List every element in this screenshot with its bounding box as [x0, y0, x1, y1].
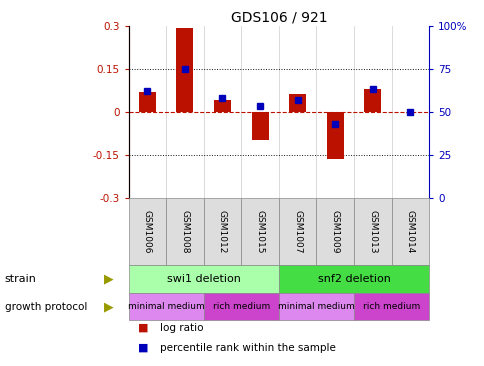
Text: GSM1008: GSM1008	[180, 210, 189, 253]
Text: swi1 deletion: swi1 deletion	[166, 274, 240, 284]
Text: minimal medium: minimal medium	[277, 302, 354, 311]
Text: GSM1012: GSM1012	[217, 210, 227, 253]
Bar	[128, 293, 203, 320]
Text: GSM1014: GSM1014	[405, 210, 414, 253]
Bar	[278, 198, 316, 265]
Bar	[391, 198, 428, 265]
Text: GSM1015: GSM1015	[255, 210, 264, 253]
Bar	[363, 89, 380, 112]
Bar	[278, 265, 428, 293]
Bar	[288, 94, 305, 112]
Bar	[128, 198, 166, 265]
Text: ■: ■	[138, 322, 149, 333]
Title: GDS106 / 921: GDS106 / 921	[230, 11, 327, 25]
Text: rich medium: rich medium	[212, 302, 270, 311]
Bar	[166, 198, 203, 265]
Bar	[353, 198, 391, 265]
Bar	[316, 198, 353, 265]
Text: ▶: ▶	[104, 273, 114, 285]
Text: growth protocol: growth protocol	[5, 302, 87, 311]
Text: snf2 deletion: snf2 deletion	[317, 274, 390, 284]
Text: GSM1009: GSM1009	[330, 210, 339, 253]
Text: GSM1006: GSM1006	[142, 210, 151, 253]
Text: percentile rank within the sample: percentile rank within the sample	[160, 343, 335, 353]
Bar	[278, 293, 353, 320]
Text: GSM1007: GSM1007	[292, 210, 302, 253]
Bar	[138, 92, 155, 112]
Bar	[326, 112, 343, 159]
Bar	[203, 293, 278, 320]
Bar	[251, 112, 268, 140]
Bar	[213, 100, 230, 112]
Text: minimal medium: minimal medium	[127, 302, 204, 311]
Text: strain: strain	[5, 274, 37, 284]
Bar	[353, 293, 428, 320]
Text: ▶: ▶	[104, 300, 114, 313]
Bar	[128, 265, 278, 293]
Text: GSM1013: GSM1013	[367, 210, 377, 253]
Bar	[203, 198, 241, 265]
Text: log ratio: log ratio	[160, 322, 203, 333]
Bar	[176, 29, 193, 112]
Text: ■: ■	[138, 343, 149, 353]
Text: rich medium: rich medium	[362, 302, 420, 311]
Bar	[241, 198, 278, 265]
